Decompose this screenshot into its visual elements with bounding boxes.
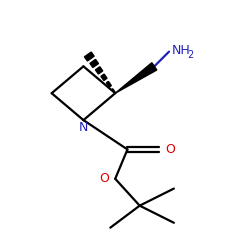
Polygon shape xyxy=(112,89,116,94)
Text: O: O xyxy=(165,143,175,156)
Polygon shape xyxy=(96,67,103,74)
Polygon shape xyxy=(106,82,111,87)
Polygon shape xyxy=(84,52,94,61)
Text: O: O xyxy=(99,172,109,185)
Text: 2: 2 xyxy=(187,50,194,59)
Polygon shape xyxy=(101,74,107,80)
Text: NH: NH xyxy=(172,44,190,57)
Polygon shape xyxy=(115,63,157,93)
Text: N: N xyxy=(79,121,88,134)
Polygon shape xyxy=(90,60,98,68)
